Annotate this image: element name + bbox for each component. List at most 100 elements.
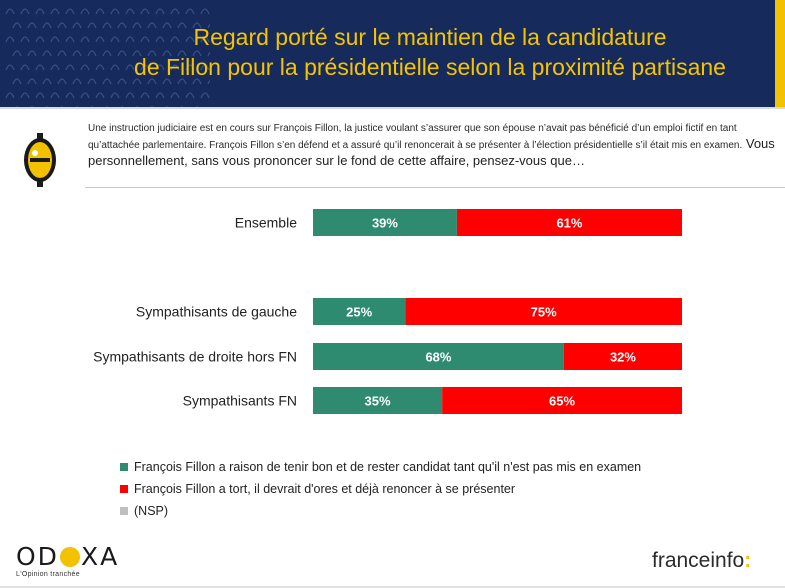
header-pattern-mark bbox=[57, 78, 67, 85]
odoxa-lemon-icon bbox=[24, 133, 56, 187]
header-pattern-mark bbox=[27, 78, 37, 85]
header-pattern-mark bbox=[140, 64, 150, 71]
header-pattern-mark bbox=[147, 78, 157, 85]
header-pattern-mark bbox=[162, 78, 172, 85]
header-pattern-mark bbox=[177, 78, 187, 85]
header-pattern-mark bbox=[110, 92, 120, 99]
question-text: Une instruction judiciaire est en cours … bbox=[88, 121, 778, 170]
odoxa-logo: OD XA L'Opinion tranchée bbox=[16, 543, 119, 579]
header-pattern-mark bbox=[162, 50, 172, 57]
header-pattern-mark bbox=[192, 22, 202, 29]
header-pattern-mark bbox=[155, 64, 165, 71]
header-pattern-mark bbox=[125, 8, 135, 15]
question-lead: Vous personnellement, sans vous prononce… bbox=[88, 136, 775, 168]
stacked-bar-chart: Ensemble 39% 61% Sympathisants de gauche 25%… bbox=[93, 209, 682, 414]
question-divider bbox=[85, 187, 785, 188]
header-pattern-mark bbox=[192, 78, 202, 85]
header-pattern-mark bbox=[110, 8, 120, 15]
header-pattern-mark bbox=[50, 92, 60, 99]
header-pattern-mark bbox=[35, 36, 45, 43]
legend-label-tort: François Fillon a tort, il devrait d'ore… bbox=[134, 482, 516, 496]
header-pattern-mark bbox=[42, 22, 52, 29]
bar-segment bbox=[563, 343, 682, 370]
header-pattern-mark bbox=[155, 8, 165, 15]
category-label: Sympathisants de droite hors FN bbox=[93, 349, 297, 365]
footer-divider bbox=[0, 586, 785, 588]
header-pattern-mark bbox=[185, 36, 195, 43]
header-pattern-mark bbox=[80, 8, 90, 15]
header-pattern-mark bbox=[185, 92, 195, 99]
header-pattern-mark bbox=[5, 36, 15, 43]
header-pattern-mark bbox=[117, 22, 127, 29]
header-pattern-mark bbox=[50, 8, 60, 15]
header-pattern-mark bbox=[140, 36, 150, 43]
header-pattern-mark bbox=[102, 50, 112, 57]
header-pattern-mark bbox=[200, 64, 210, 71]
title-line-1: Regard porté sur le maintien de la candi… bbox=[193, 24, 667, 50]
odoxa-word-right: XA bbox=[80, 542, 120, 571]
header-pattern-mark bbox=[20, 92, 30, 99]
header-pattern-mark bbox=[162, 22, 172, 29]
header-pattern-mark bbox=[50, 64, 60, 71]
odoxa-wordmark: OD XA bbox=[16, 543, 119, 571]
bar-segment bbox=[442, 387, 682, 414]
header-pattern-mark bbox=[200, 92, 210, 99]
header-pattern-mark bbox=[95, 64, 105, 71]
header-pattern-mark bbox=[57, 50, 67, 57]
header-pattern-mark bbox=[65, 92, 75, 99]
header-pattern-mark bbox=[117, 78, 127, 85]
chart-legend: François Fillon a raison de tenir bon et… bbox=[120, 459, 641, 525]
header-pattern-mark bbox=[27, 50, 37, 57]
header-pattern-mark bbox=[5, 8, 15, 15]
legend-swatch-red bbox=[120, 485, 128, 493]
header-pattern-mark bbox=[65, 8, 75, 15]
header-pattern-mark bbox=[87, 78, 97, 85]
legend-item-tort: François Fillon a tort, il devrait d'ore… bbox=[120, 481, 641, 503]
header-banner: Regard porté sur le maintien de la candi… bbox=[0, 0, 785, 107]
header-pattern-mark bbox=[35, 92, 45, 99]
header-pattern-mark bbox=[207, 51, 210, 57]
header-pattern-mark bbox=[95, 92, 105, 99]
header-pattern-mark bbox=[147, 50, 157, 57]
bar-data-label: 25% bbox=[346, 305, 372, 320]
bar-data-label: 75% bbox=[531, 305, 557, 320]
header-pattern-mark bbox=[12, 50, 22, 57]
legend-swatch-grey bbox=[120, 507, 128, 515]
header-pattern-mark bbox=[102, 78, 112, 85]
header-pattern-mark bbox=[170, 92, 180, 99]
header-pattern-mark bbox=[170, 8, 180, 15]
header-pattern-mark bbox=[117, 50, 127, 57]
header-pattern-mark bbox=[132, 78, 142, 85]
header-pattern-mark bbox=[207, 79, 210, 85]
page-title: Regard porté sur le maintien de la candi… bbox=[120, 22, 740, 82]
header-pattern-mark bbox=[110, 36, 120, 43]
header-pattern-mark bbox=[155, 36, 165, 43]
header-pattern-mark bbox=[207, 23, 210, 29]
header-pattern-mark bbox=[170, 36, 180, 43]
header-decoration-pattern bbox=[5, 8, 210, 107]
bar-data-label: 65% bbox=[549, 394, 575, 409]
header-pattern-mark bbox=[50, 36, 60, 43]
header-pattern-mark bbox=[80, 92, 90, 99]
header-divider bbox=[0, 107, 785, 109]
header-pattern-mark bbox=[200, 8, 210, 15]
bar-data-label: 35% bbox=[365, 394, 391, 409]
header-pattern-mark bbox=[192, 50, 202, 57]
header-pattern-mark bbox=[65, 64, 75, 71]
header-pattern-mark bbox=[5, 92, 15, 99]
header-pattern-mark bbox=[110, 64, 120, 71]
franceinfo-logo: franceinfo: bbox=[652, 549, 751, 573]
header-pattern-mark bbox=[27, 22, 37, 29]
header-pattern-mark bbox=[12, 22, 22, 29]
header-pattern-mark bbox=[87, 22, 97, 29]
header-pattern-mark bbox=[57, 22, 67, 29]
header-pattern-mark bbox=[125, 36, 135, 43]
header-pattern-mark bbox=[125, 64, 135, 71]
header-pattern-mark bbox=[132, 22, 142, 29]
header-pattern-mark bbox=[65, 36, 75, 43]
legend-label-raison: François Fillon a raison de tenir bon et… bbox=[134, 460, 642, 474]
bar-data-label: 39% bbox=[372, 216, 398, 231]
header-pattern-mark bbox=[12, 78, 22, 85]
header-pattern-mark bbox=[185, 64, 195, 71]
header-pattern-mark bbox=[72, 78, 82, 85]
